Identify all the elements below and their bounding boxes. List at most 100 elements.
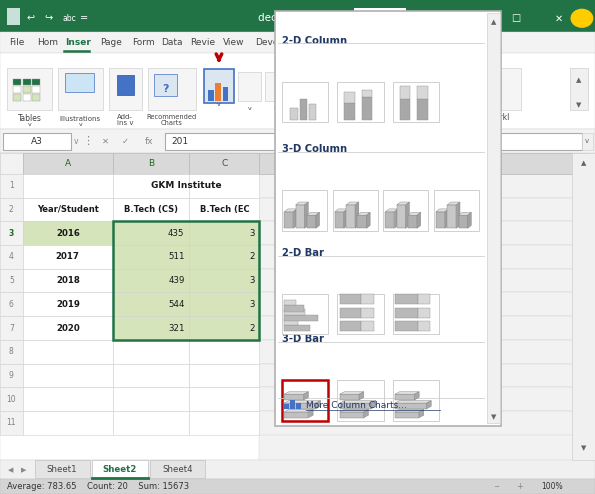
Bar — [284, 212, 293, 228]
Bar — [570, 68, 588, 110]
Bar — [284, 325, 310, 331]
Bar — [340, 394, 359, 400]
Bar — [189, 411, 259, 435]
Bar — [0, 32, 595, 53]
Text: 3-D Column: 3-D Column — [282, 144, 347, 154]
Text: 5: 5 — [9, 276, 14, 285]
Text: ▶: ▶ — [21, 467, 27, 473]
Text: v: v — [79, 122, 82, 127]
Bar — [113, 245, 189, 269]
Bar — [0, 411, 23, 435]
Polygon shape — [459, 212, 471, 215]
Text: ◀: ◀ — [8, 467, 14, 473]
Bar — [358, 215, 367, 228]
Bar — [386, 212, 394, 228]
Bar — [393, 82, 439, 122]
Text: 11: 11 — [7, 418, 16, 427]
Text: Inser: Inser — [65, 38, 91, 47]
Bar — [32, 94, 40, 101]
Bar — [447, 205, 456, 228]
Text: 3: 3 — [9, 229, 14, 238]
Bar — [284, 309, 305, 315]
Bar — [282, 190, 327, 231]
Polygon shape — [371, 401, 376, 409]
Bar — [290, 400, 295, 409]
Bar — [189, 245, 259, 269]
Bar — [189, 364, 259, 387]
Polygon shape — [417, 212, 421, 228]
Bar — [395, 308, 418, 318]
Polygon shape — [284, 209, 297, 212]
Bar — [333, 190, 378, 231]
Text: ▼: ▼ — [576, 102, 582, 108]
Bar — [337, 82, 384, 122]
Bar — [0, 340, 23, 364]
Bar — [0, 174, 23, 198]
Polygon shape — [307, 212, 320, 215]
Bar — [23, 198, 113, 221]
Bar — [189, 292, 259, 316]
Text: 1: 1 — [9, 181, 14, 190]
Bar — [0, 53, 595, 129]
Text: 435: 435 — [168, 229, 184, 238]
Bar — [189, 153, 259, 174]
Bar — [189, 221, 259, 245]
Bar — [259, 364, 587, 387]
Polygon shape — [447, 202, 460, 205]
Text: Charts: Charts — [161, 120, 183, 126]
Bar — [395, 403, 427, 409]
Bar — [284, 305, 304, 312]
Text: v: v — [274, 106, 278, 111]
Bar — [284, 412, 308, 417]
Bar — [0, 245, 23, 269]
Text: v: v — [248, 106, 251, 111]
Bar — [284, 319, 298, 325]
Text: Year/Student: Year/Student — [37, 205, 99, 214]
Text: 6: 6 — [9, 300, 14, 309]
Text: ▲: ▲ — [490, 19, 496, 25]
Bar — [290, 72, 313, 101]
Bar — [109, 68, 142, 110]
Text: ✕: ✕ — [555, 13, 563, 23]
Bar — [23, 292, 113, 316]
Text: 201: 201 — [171, 137, 189, 146]
Polygon shape — [296, 202, 308, 205]
Text: B.Tech (CS): B.Tech (CS) — [124, 205, 178, 214]
Bar — [23, 340, 113, 364]
Text: Sheet2: Sheet2 — [103, 465, 137, 474]
Bar — [32, 86, 40, 93]
Bar — [23, 269, 113, 292]
Bar — [361, 308, 374, 318]
Polygon shape — [340, 392, 364, 394]
Bar — [340, 294, 361, 304]
Bar — [284, 404, 289, 409]
Polygon shape — [456, 202, 460, 228]
Bar — [23, 245, 113, 269]
Bar — [395, 322, 418, 331]
Bar — [418, 294, 430, 304]
Bar — [92, 460, 148, 478]
Text: Average: 783.65    Count: 20    Sum: 15673: Average: 783.65 Count: 20 Sum: 15673 — [7, 482, 189, 491]
Bar — [32, 79, 40, 85]
Bar — [259, 340, 587, 364]
Bar — [383, 190, 428, 231]
Bar — [259, 174, 587, 198]
Text: 3: 3 — [249, 276, 255, 285]
Bar — [0, 153, 259, 460]
Bar — [346, 205, 355, 228]
Text: B: B — [148, 159, 154, 168]
Polygon shape — [316, 401, 321, 409]
Polygon shape — [335, 209, 347, 212]
Bar — [0, 316, 23, 340]
Bar — [0, 0, 595, 32]
Bar — [309, 104, 317, 120]
Text: v: v — [28, 122, 32, 127]
Bar — [113, 221, 259, 340]
Bar — [300, 98, 307, 120]
Text: File: File — [9, 38, 24, 47]
Polygon shape — [367, 212, 370, 228]
Bar — [113, 153, 189, 174]
Text: decimal - Excel: decimal - Excel — [258, 13, 337, 23]
Polygon shape — [406, 202, 409, 228]
Bar — [572, 153, 595, 460]
